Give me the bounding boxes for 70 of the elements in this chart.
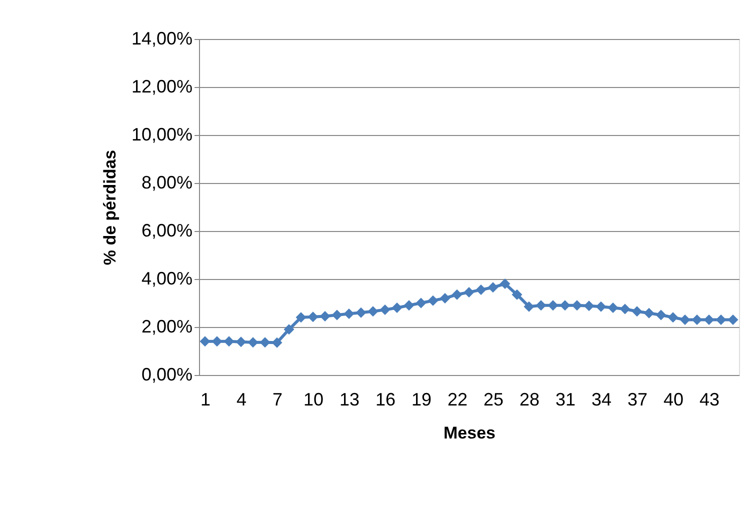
point [656, 310, 666, 320]
point [548, 300, 558, 311]
point [272, 337, 282, 348]
x-tick-label: 28 [519, 390, 540, 410]
y-tick-label: 8,00% [141, 172, 192, 192]
point [260, 337, 270, 348]
x-tick-label: 34 [591, 390, 612, 410]
point [500, 278, 510, 290]
point [608, 302, 618, 314]
point [200, 336, 210, 347]
point [644, 308, 654, 318]
y-tick-label: 4,00% [141, 268, 192, 288]
point [476, 284, 486, 296]
x-tick-label: 22 [447, 390, 468, 410]
x-tick-label: 10 [303, 390, 324, 410]
point [332, 310, 342, 320]
point [464, 286, 474, 298]
x-tick-label: 37 [627, 390, 648, 410]
point [536, 300, 546, 311]
x-tick-label: 16 [375, 390, 396, 410]
point [452, 289, 462, 300]
point [512, 289, 522, 300]
y-axis-title: % de pérdidas [100, 150, 120, 266]
x-axis-title: Meses [444, 424, 496, 442]
point [416, 298, 426, 308]
point [716, 314, 726, 326]
point [704, 314, 714, 326]
point [392, 302, 402, 314]
point [560, 300, 570, 311]
point [356, 307, 366, 318]
point [596, 301, 606, 312]
y-tick-label: 6,00% [141, 220, 192, 240]
x-tick-label: 19 [411, 390, 432, 410]
point [320, 310, 330, 322]
y-tick-label: 14,00% [131, 28, 192, 48]
point [284, 324, 294, 335]
point [632, 306, 642, 317]
x-tick-label: 40 [663, 390, 684, 410]
point [488, 282, 498, 293]
y-tick-label: 12,00% [131, 76, 192, 96]
point [584, 300, 594, 312]
point [680, 314, 690, 326]
point [440, 292, 450, 304]
point [404, 300, 414, 311]
x-tick-label: 7 [272, 390, 283, 410]
point [212, 336, 222, 347]
point [728, 314, 738, 326]
point [248, 337, 258, 348]
point [692, 314, 702, 326]
point [368, 306, 378, 317]
y-tick-label: 2,00% [141, 316, 192, 336]
y-tick-label: 0,00% [141, 364, 192, 384]
x-tick-label: 13 [339, 390, 360, 410]
point [620, 304, 630, 314]
point [380, 304, 390, 315]
point [668, 312, 678, 323]
point [344, 308, 354, 320]
x-tick-label: 43 [699, 390, 720, 410]
x-tick-label: 4 [236, 390, 247, 410]
point [224, 336, 234, 347]
point [308, 312, 318, 322]
y-tick-label: 10,00% [131, 124, 192, 144]
x-tick-label: 1 [200, 390, 211, 410]
x-tick-label: 25 [483, 390, 504, 410]
point [296, 312, 306, 323]
point [572, 300, 582, 311]
point [236, 336, 246, 348]
point [428, 295, 438, 306]
point [524, 301, 534, 312]
x-tick-label: 31 [555, 390, 576, 410]
